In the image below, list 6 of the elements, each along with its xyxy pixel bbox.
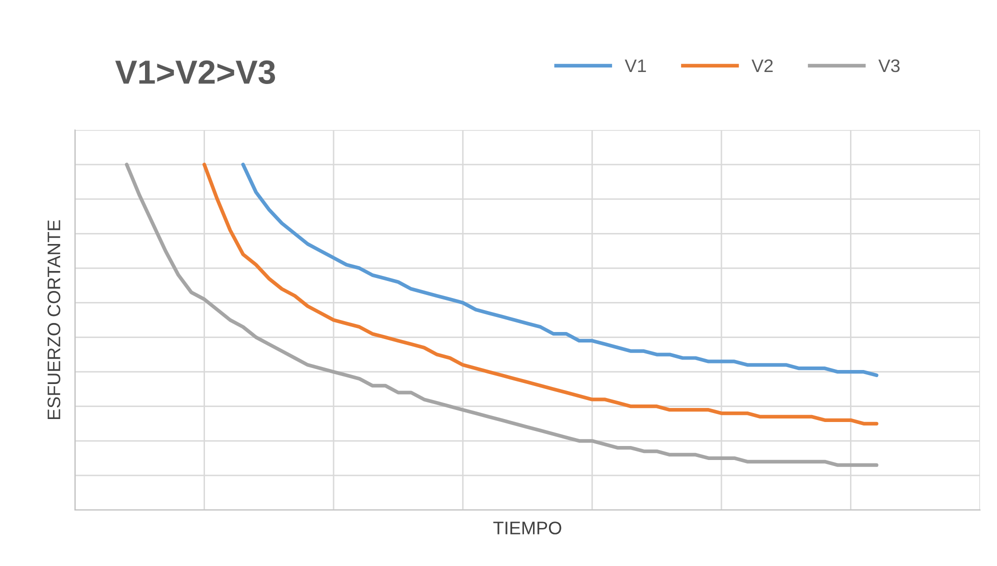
legend-label: V3 <box>878 59 900 72</box>
chart-title: V1>V2>V3 <box>115 60 276 84</box>
x-axis-title: TIEMPO <box>493 522 562 534</box>
legend-label: V2 <box>752 59 773 72</box>
y-axis-title: ESFUERZO CORTANTE <box>48 220 60 420</box>
legend-label: V1 <box>624 60 646 72</box>
